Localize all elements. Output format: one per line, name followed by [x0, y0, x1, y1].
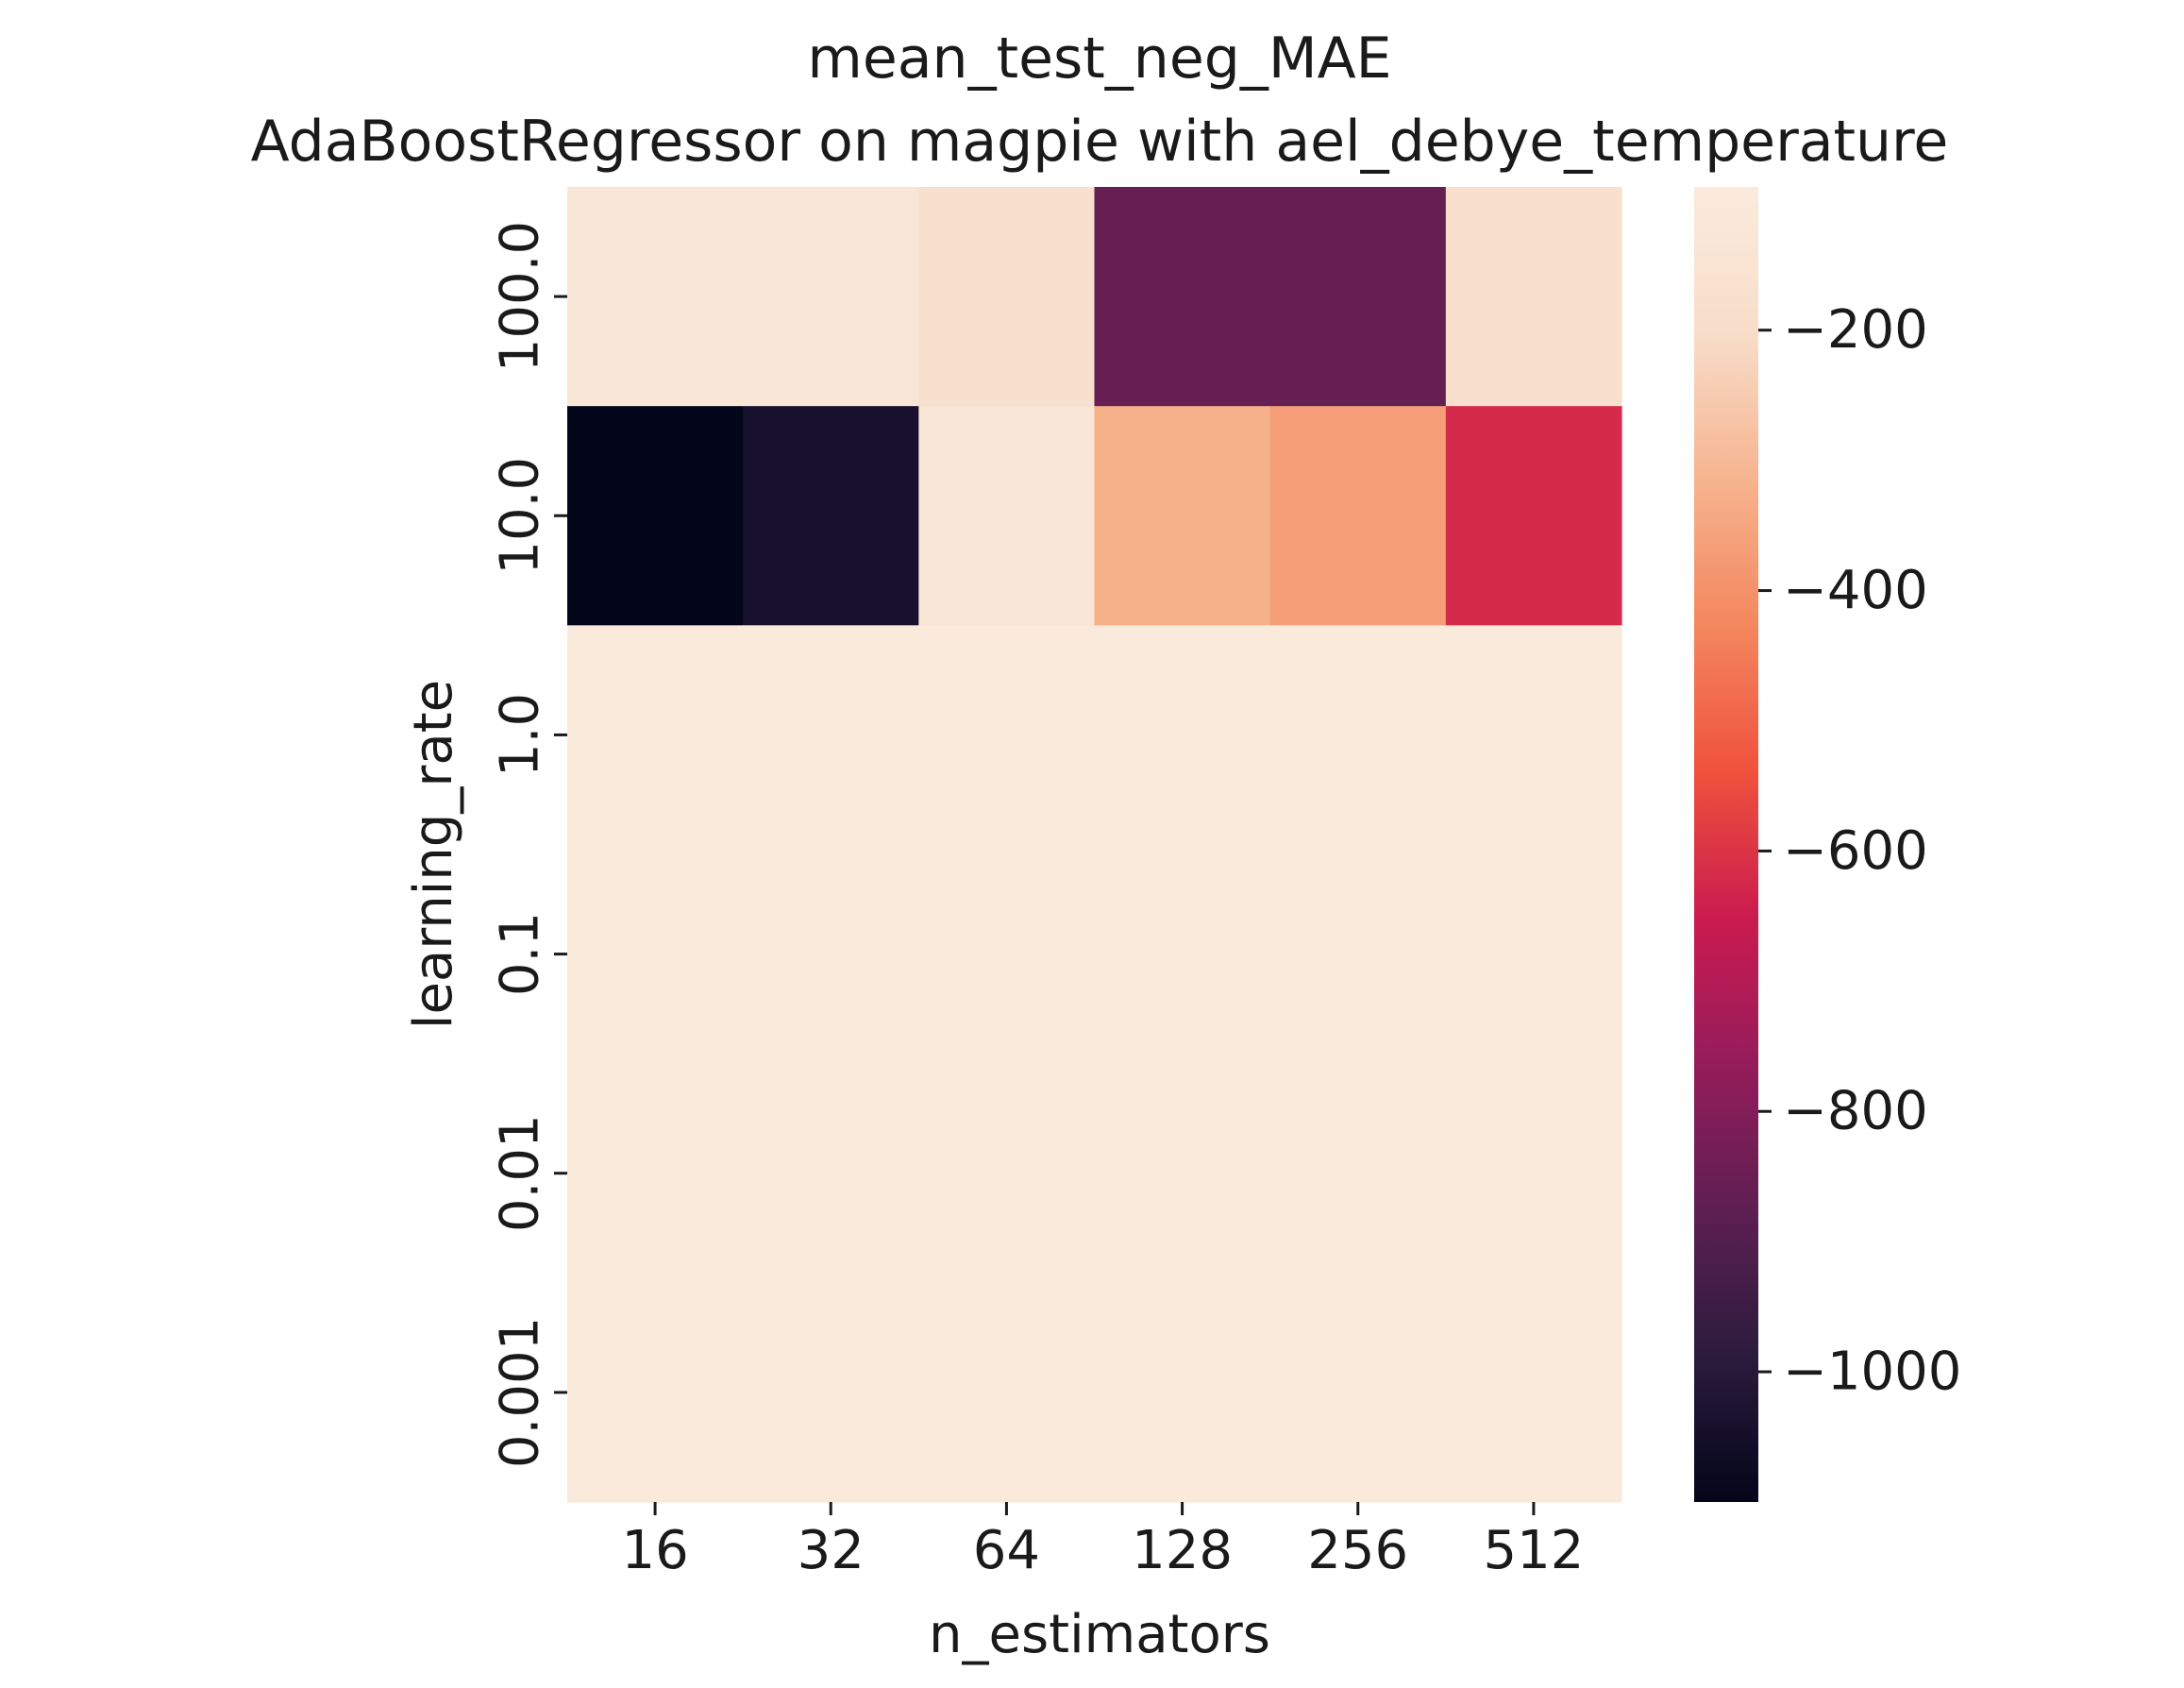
heatmap-cell	[918, 1063, 1096, 1284]
colorbar-tick-label: −600	[1783, 820, 1928, 882]
y-tick-label: 10.0	[490, 457, 551, 575]
colorbar-ticks: −200 −400 −600 −800 −1000	[1758, 299, 1961, 1403]
heatmap-cell	[743, 187, 919, 407]
colorbar-tick-label: −200	[1783, 299, 1928, 361]
y-tick-label: 0.001	[490, 1317, 551, 1468]
heatmap-cell	[1094, 1063, 1271, 1284]
y-tick-label: 0.1	[490, 912, 551, 996]
colorbar	[1694, 187, 1758, 1502]
colorbar-tick-label: −1000	[1783, 1342, 1961, 1403]
heatmap-cell	[918, 1282, 1096, 1503]
heatmap-cell	[1094, 844, 1271, 1065]
x-axis-ticks: 16 32 64 128 256 512	[621, 1502, 1584, 1581]
heatmap-cell	[1269, 625, 1447, 846]
heatmap-cell	[743, 406, 919, 626]
heatmap-cell	[567, 625, 744, 846]
y-axis-label: learning_rate	[403, 680, 464, 1029]
heatmap-cell	[1269, 844, 1447, 1065]
heatmap-cell	[1445, 1282, 1622, 1503]
heatmap-cell	[567, 406, 744, 626]
heatmap-cell	[1269, 1063, 1447, 1284]
heatmap-cell	[918, 625, 1096, 846]
heatmap-cell	[1269, 406, 1447, 626]
heatmap-cell	[1094, 406, 1271, 626]
x-tick-label: 128	[1132, 1520, 1233, 1581]
chart-title: mean_test_neg_MAE	[807, 25, 1391, 92]
heatmap-cell	[918, 406, 1096, 626]
heatmap-cell	[1269, 187, 1447, 407]
heatmap-cell	[743, 844, 919, 1065]
heatmap-cell	[743, 1063, 919, 1284]
x-tick-label: 256	[1307, 1520, 1408, 1581]
x-tick-label: 512	[1483, 1520, 1584, 1581]
heatmap-cell	[567, 1282, 744, 1503]
heatmap-cell	[743, 625, 919, 846]
heatmap-cell	[1445, 844, 1622, 1065]
heatmap-cell	[1445, 187, 1622, 407]
heatmap-cell	[567, 187, 744, 407]
heatmap-cell	[1445, 625, 1622, 846]
x-tick-label: 64	[973, 1520, 1040, 1581]
chart-subtitle: AdaBoostRegressor on magpie with ael_deb…	[251, 109, 1949, 175]
y-axis-ticks: 100.0 10.0 1.0 0.1 0.01 0.001	[490, 221, 567, 1468]
heatmap-cell	[1094, 625, 1271, 846]
heatmap-cells	[567, 187, 1622, 1503]
heatmap-cell	[1269, 1282, 1447, 1503]
heatmap-cell	[567, 844, 744, 1065]
x-tick-label: 16	[621, 1520, 688, 1581]
y-tick-label: 100.0	[490, 221, 551, 372]
heatmap-cell	[1094, 1282, 1271, 1503]
heatmap-cell	[1445, 1063, 1622, 1284]
y-tick-label: 0.01	[490, 1114, 551, 1232]
heatmap-cell	[1445, 406, 1622, 626]
heatmap-cell	[1094, 187, 1271, 407]
colorbar-tick-label: −800	[1783, 1081, 1928, 1142]
heatmap-cell	[918, 844, 1096, 1065]
y-tick-label: 1.0	[490, 693, 551, 777]
colorbar-tick-label: −400	[1783, 560, 1928, 621]
heatmap-cell	[567, 1063, 744, 1284]
x-axis-label: n_estimators	[929, 1604, 1270, 1665]
heatmap-cell	[743, 1282, 919, 1503]
heatmap-cell	[918, 187, 1096, 407]
x-tick-label: 32	[798, 1520, 865, 1581]
